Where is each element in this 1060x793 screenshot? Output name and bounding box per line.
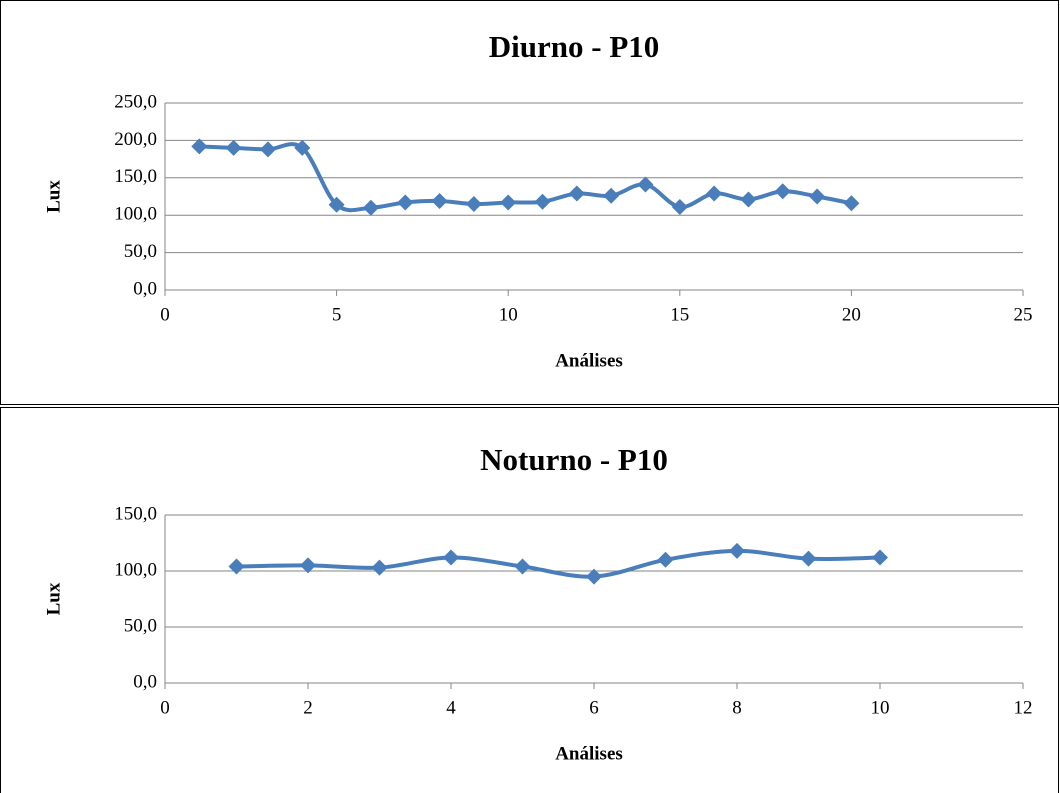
y-tick-label: 250,0 <box>114 91 157 112</box>
marker <box>740 191 757 208</box>
y-axis-title: Lux <box>43 180 64 213</box>
x-tick-label: 25 <box>1014 304 1033 325</box>
marker <box>843 195 860 212</box>
y-tick-label: 100,0 <box>114 559 157 580</box>
chart-border <box>0 407 1059 793</box>
marker <box>729 542 745 559</box>
x-tick-label: 10 <box>871 697 890 718</box>
x-tick-label: 0 <box>160 697 170 718</box>
marker <box>259 141 276 158</box>
x-tick-label: 12 <box>1014 697 1033 718</box>
marker <box>603 187 620 204</box>
marker <box>774 183 791 200</box>
x-tick-label: 20 <box>842 304 861 325</box>
marker <box>443 549 459 566</box>
marker <box>800 550 817 567</box>
x-tick-label: 0 <box>160 304 170 325</box>
marker <box>637 176 654 193</box>
marker <box>431 192 448 209</box>
y-tick-label: 50,0 <box>124 241 157 262</box>
marker <box>872 549 888 566</box>
marker <box>465 195 482 212</box>
marker <box>706 185 723 202</box>
marker <box>300 557 316 574</box>
x-tick-label: 10 <box>499 304 518 325</box>
y-tick-label: 100,0 <box>114 204 157 225</box>
marker <box>568 185 585 202</box>
y-tick-label: 150,0 <box>114 503 157 524</box>
marker <box>671 198 688 215</box>
x-tick-label: 8 <box>732 697 742 718</box>
x-tick-label: 2 <box>303 697 313 718</box>
marker <box>328 196 345 213</box>
y-tick-label: 0,0 <box>133 671 157 692</box>
chart-title: Noturno - P10 <box>480 442 668 477</box>
marker <box>225 139 242 156</box>
x-axis-title: Análises <box>555 743 623 764</box>
marker <box>397 194 414 211</box>
marker <box>534 193 551 210</box>
chart: Noturno - P10 Análises Lux 0,0 50,0 100,0 150,… <box>0 407 1059 793</box>
y-tick-label: 150,0 <box>114 166 157 187</box>
x-axis-title: Análises <box>555 350 623 371</box>
marker <box>514 558 531 575</box>
chart-title: Diurno - P10 <box>489 29 660 64</box>
marker <box>500 194 517 211</box>
marker <box>228 558 245 575</box>
marker <box>657 551 674 568</box>
y-tick-label: 50,0 <box>124 615 157 636</box>
x-tick-label: 4 <box>446 697 456 718</box>
marker <box>371 559 388 576</box>
x-tick-label: 6 <box>589 697 599 718</box>
series-line <box>236 548 881 579</box>
y-tick-label: 200,0 <box>114 129 157 150</box>
x-tick-label: 5 <box>332 304 342 325</box>
y-tick-label: 0,0 <box>133 278 157 299</box>
marker <box>294 139 311 156</box>
y-axis-title: Lux <box>43 582 64 615</box>
chart-border <box>0 0 1059 405</box>
marker <box>362 199 379 216</box>
marker <box>191 138 208 155</box>
chart: Diurno - P10 Análises Lux 0,0 50,0 100,0 150,0… <box>0 0 1059 405</box>
marker <box>809 188 826 205</box>
x-tick-label: 15 <box>670 304 689 325</box>
marker <box>586 568 602 585</box>
